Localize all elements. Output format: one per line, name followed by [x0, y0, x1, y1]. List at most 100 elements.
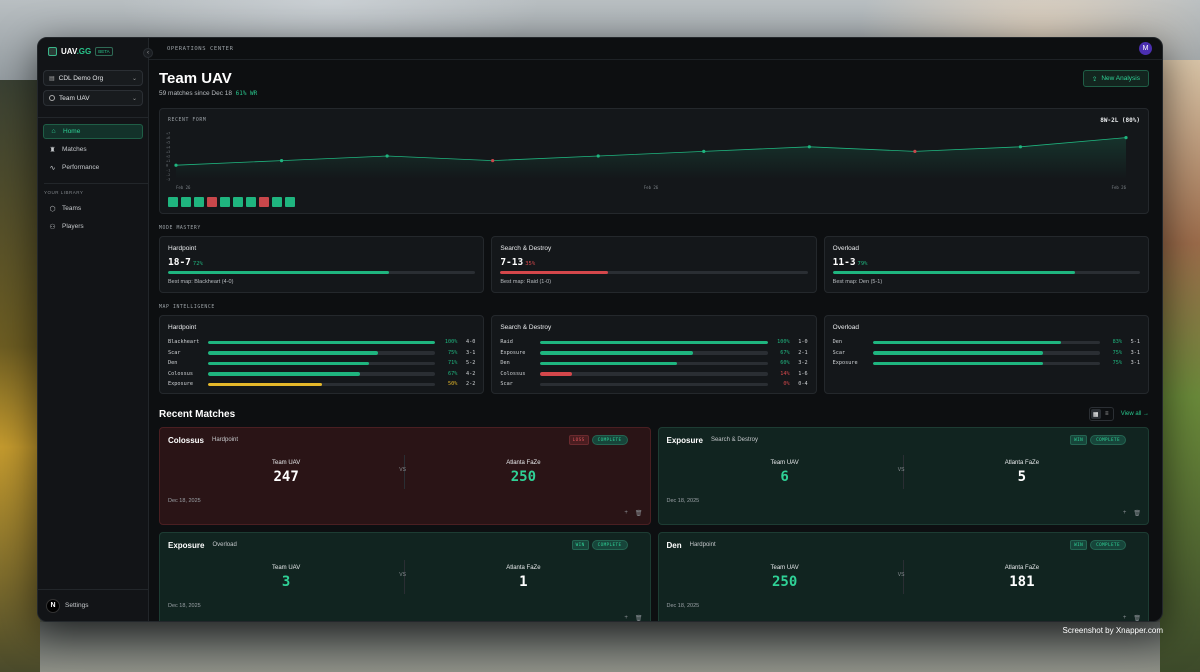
- add-icon[interactable]: +: [1122, 510, 1127, 516]
- mode-card[interactable]: Hardpoint 18-7 72% Best map: Blackheart (4-…: [159, 236, 485, 293]
- team-select-value: Team UAV: [59, 94, 90, 102]
- map-row[interactable]: Den 83% 5-1: [833, 337, 1140, 348]
- match-card[interactable]: Colossus Hardpoint LOSS COMPLETE Team UAV 247…: [159, 427, 651, 525]
- map-win-bar: [540, 361, 768, 365]
- add-icon[interactable]: +: [624, 510, 628, 516]
- form-point[interactable]: [702, 149, 706, 153]
- map-row[interactable]: Exposure 67% 2-1: [500, 348, 807, 359]
- map-win-bar: [208, 361, 436, 365]
- vs-label: VS: [897, 572, 905, 578]
- result-square-win[interactable]: [181, 197, 191, 207]
- match-date: Dec 18, 2025: [666, 498, 700, 504]
- trash-icon[interactable]: 🗑: [634, 511, 643, 517]
- new-analysis-button[interactable]: ⇪ New Analysis: [1082, 70, 1149, 87]
- trash-icon[interactable]: 🗑: [634, 616, 643, 621]
- map-win-bar: [208, 372, 436, 376]
- match-scoreline: Team UAV 6 VS Atlanta FaZe 5: [667, 455, 1141, 489]
- y-tick-label: +3: [166, 150, 170, 154]
- nav-item-label: Performance: [62, 164, 100, 171]
- view-toggle: ▦ ≡: [1088, 407, 1114, 421]
- page-header: Team UAV 59 matches since Dec 18 61% WR …: [159, 70, 1149, 97]
- match-card-header: Colossus Hardpoint LOSS COMPLETE: [168, 435, 642, 445]
- map-row[interactable]: Scar 75% 3-1: [833, 348, 1140, 359]
- form-point[interactable]: [174, 163, 178, 167]
- mode-mastery-label: MODE MASTERY: [159, 226, 201, 231]
- nav-item-home[interactable]: ⌂ Home: [43, 124, 143, 139]
- match-date: Dec 18, 2025: [168, 603, 201, 609]
- mode-progress-bar: [168, 271, 476, 274]
- map-name: Den: [168, 360, 178, 367]
- view-all-link[interactable]: View all →: [1120, 411, 1149, 417]
- home-team-name: Team UAV: [272, 459, 301, 466]
- settings-link[interactable]: N Settings: [38, 589, 148, 621]
- map-row[interactable]: Colossus 14% 1-6: [500, 369, 807, 380]
- vs-label: VS: [399, 467, 406, 473]
- mode-record: 11-3 79%: [833, 257, 1140, 268]
- mode-card[interactable]: Search & Destroy 7-13 35% Best map: Raid (1…: [491, 236, 817, 293]
- result-square-win[interactable]: [168, 197, 178, 207]
- map-row[interactable]: Blackheart 100% 4-0: [168, 337, 475, 348]
- org-select[interactable]: ▤ CDL Demo Org ⌄: [43, 70, 143, 86]
- result-square-win[interactable]: [272, 197, 282, 207]
- map-win-bar: [208, 382, 436, 386]
- match-card[interactable]: Exposure Search & Destroy WIN COMPLETE Team …: [657, 427, 1149, 525]
- result-squares: [168, 197, 295, 207]
- result-square-win[interactable]: [194, 197, 204, 207]
- mode-card[interactable]: Overload 11-3 79% Best map: Den (5-1): [823, 236, 1149, 293]
- result-square-loss[interactable]: [259, 197, 269, 207]
- form-point[interactable]: [279, 159, 284, 163]
- away-team: Atlanta FaZe 1: [405, 565, 641, 590]
- form-point[interactable]: [913, 149, 917, 153]
- trash-icon[interactable]: 🗑: [1133, 511, 1141, 517]
- form-point[interactable]: [596, 154, 600, 158]
- map-name: Exposure: [500, 349, 526, 356]
- result-square-win[interactable]: [220, 197, 230, 207]
- add-icon[interactable]: +: [624, 615, 628, 621]
- map-row[interactable]: Colossus 67% 4-2: [168, 369, 475, 380]
- add-icon[interactable]: +: [1122, 615, 1127, 621]
- match-grid: Colossus Hardpoint LOSS COMPLETE Team UAV 247…: [159, 427, 1149, 621]
- nav-item-players[interactable]: ⚇ Players: [43, 219, 143, 234]
- nav-item-performance[interactable]: ∿ Performance: [43, 160, 143, 175]
- nav-item-teams[interactable]: ⬡ Teams: [43, 201, 143, 216]
- collapse-sidebar-button[interactable]: ‹: [143, 48, 153, 58]
- form-point[interactable]: [1018, 145, 1023, 149]
- result-square-win[interactable]: [285, 197, 295, 207]
- map-row[interactable]: Den 60% 3-2: [500, 358, 807, 369]
- app-window: UAV.GG BETA ‹ ▤ CDL Demo Org ⌄ Team UAV …: [37, 37, 1163, 622]
- map-win-loss: 2-1: [798, 349, 808, 356]
- map-name: Exposure: [832, 360, 858, 367]
- grid-view-icon[interactable]: ▦: [1090, 409, 1101, 419]
- map-row[interactable]: Scar 75% 3-1: [168, 348, 475, 359]
- team-select[interactable]: Team UAV ⌄: [43, 90, 143, 106]
- trash-icon[interactable]: 🗑: [1133, 616, 1141, 621]
- map-row[interactable]: Den 71% 5-2: [168, 358, 475, 369]
- result-square-win[interactable]: [246, 197, 256, 207]
- brand[interactable]: UAV.GG BETA: [38, 38, 148, 64]
- form-point[interactable]: [491, 159, 495, 163]
- nav-item-matches[interactable]: ♜ Matches: [43, 142, 143, 157]
- map-row[interactable]: Exposure 75% 3-1: [833, 358, 1140, 369]
- form-point[interactable]: [385, 154, 389, 158]
- x-tick-label: Feb 26: [1112, 185, 1127, 190]
- result-square-loss[interactable]: [207, 197, 217, 207]
- map-name: Colossus: [500, 370, 526, 377]
- match-card[interactable]: Den Hardpoint WIN COMPLETE Team UAV 250 VS Atla…: [657, 532, 1149, 621]
- map-rows: Raid 100% 1-0 Exposure 67% 2-1 Den 60% 3-2 Coloss…: [500, 337, 807, 390]
- match-mode: Search & Destroy: [710, 437, 758, 443]
- map-row[interactable]: Raid 100% 1-0: [500, 337, 807, 348]
- match-card[interactable]: Exposure Overload WIN COMPLETE Team UAV 3 VS At…: [159, 532, 651, 621]
- result-square-win[interactable]: [233, 197, 243, 207]
- match-date: Dec 18, 2025: [168, 498, 201, 504]
- profile-avatar[interactable]: M: [1139, 42, 1152, 55]
- map-row[interactable]: Scar 0% 0-4: [500, 379, 807, 390]
- away-team-name: Atlanta FaZe: [506, 564, 541, 571]
- map-row[interactable]: Exposure 50% 2-2: [168, 379, 475, 390]
- match-actions: + 🗑: [1123, 615, 1141, 621]
- form-point[interactable]: [807, 145, 811, 149]
- map-win-fill: [208, 340, 436, 344]
- form-point[interactable]: [1124, 136, 1128, 140]
- vs-divider: VS: [399, 455, 406, 489]
- list-view-icon[interactable]: ≡: [1105, 411, 1109, 417]
- map-win-fill: [540, 351, 693, 355]
